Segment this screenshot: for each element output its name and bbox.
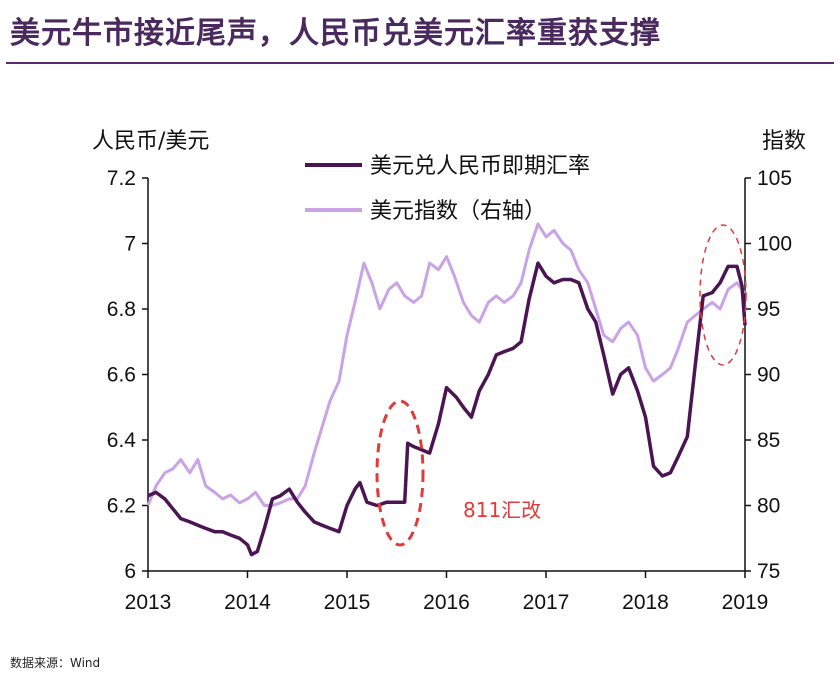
left-axis-label: 人民币/美元 (92, 129, 209, 154)
legend-label-usdcny: 美元兑人民币即期汇率 (370, 154, 590, 179)
x-tick-label: 2015 (324, 591, 371, 614)
y-left-tick-label: 6.8 (107, 298, 136, 321)
x-tick-label: 2017 (523, 591, 570, 614)
recent-period-ellipse (699, 224, 747, 366)
y-right-tick-label: 95 (757, 298, 780, 321)
y-left-tick-label: 6.2 (107, 495, 136, 518)
y-right-tick-label: 75 (757, 560, 780, 583)
usd-index-series-line (146, 222, 747, 507)
title-divider (6, 62, 834, 64)
right-axis-label: 指数 (762, 129, 806, 154)
y-left-tick-label: 7.2 (107, 167, 136, 190)
x-tick-label: 2014 (224, 591, 271, 614)
chart-axes: 6 6.2 6.4 6.6 6.8 7 7.2 75 80 85 90 95 100 105 2013 201… (92, 129, 806, 614)
y-left-tick-label: 6 (124, 560, 136, 583)
y-right-tick-label: 80 (757, 495, 780, 518)
x-tick-label: 2013 (125, 591, 172, 614)
y-right-tick-label: 90 (757, 364, 780, 387)
chart-lines (146, 222, 747, 557)
y-right-tick-label: 105 (757, 167, 792, 190)
x-tick-label: 2019 (722, 591, 769, 614)
usdcny-series-line (147, 261, 747, 557)
y-left-tick-label: 6.6 (107, 364, 136, 387)
x-tick-label: 2016 (423, 591, 470, 614)
y-right-tick-label: 85 (757, 429, 780, 452)
y-left-tick-label: 7 (124, 233, 136, 256)
reform-811-ellipse (375, 399, 425, 547)
x-tick-label: 2018 (622, 591, 669, 614)
legend-label-usd-index: 美元指数（右轴） (370, 199, 546, 224)
page-title: 美元牛市接近尾声，人民币兑美元汇率重获支撑 (10, 16, 661, 51)
y-right-tick-label: 100 (757, 233, 792, 256)
source-note: 数据来源：Wind (10, 656, 101, 670)
chart-annotations: 811汇改 (375, 224, 747, 547)
y-left-tick-label: 6.4 (107, 429, 137, 452)
reform-811-label: 811汇改 (463, 498, 541, 522)
